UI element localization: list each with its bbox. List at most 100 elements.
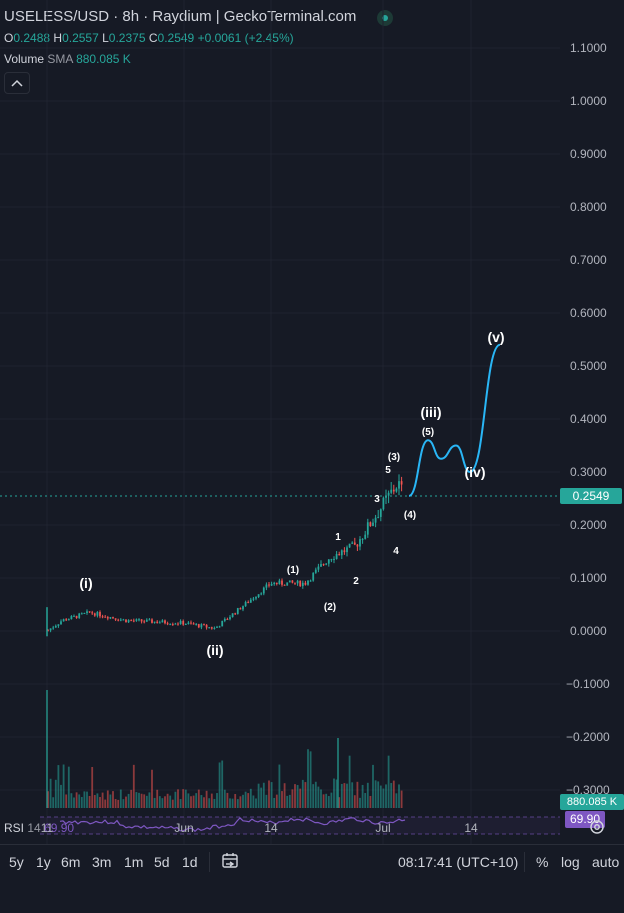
range-button-1y[interactable]: 1y (36, 854, 51, 870)
volume-bar (288, 794, 291, 808)
wave-label-minor: (3) (388, 452, 400, 463)
rsi-legend[interactable]: RSI 14 69.90 (4, 821, 74, 835)
volume-bar (244, 791, 247, 808)
candle-body (112, 617, 114, 619)
percent-scale-button[interactable]: % (536, 854, 549, 870)
wave-label-minor: (1) (287, 565, 299, 576)
candle-body (114, 618, 117, 620)
range-button-6m[interactable]: 6m (61, 854, 81, 870)
price-axis-label: −0.1000 (566, 677, 610, 691)
volume-bar (325, 793, 328, 808)
volume-bar (161, 798, 164, 808)
volume-bar (385, 784, 387, 808)
candle-body (286, 582, 289, 586)
candle-body (135, 619, 138, 621)
toolbar-divider (209, 852, 210, 872)
candle-body (359, 539, 361, 547)
volume-bar (86, 791, 88, 808)
auto-scale-button[interactable]: auto (592, 854, 620, 870)
candle-body (395, 488, 398, 492)
rsi-value-tag: 69.90 (565, 811, 605, 828)
wave-labels: (i) (ii) (iii) (iv) (v) (1) (2) (3) (4) (5) 1 2 3 4 5 (79, 329, 504, 658)
candle-body (307, 580, 309, 585)
time-axis-label: 11 (40, 821, 54, 835)
volume-bar (361, 784, 364, 808)
volume-bar (91, 766, 94, 808)
candle-body (60, 621, 62, 625)
candle-body (62, 619, 65, 622)
candle-body (257, 594, 260, 598)
price-chart[interactable]: (i) (ii) (iii) (iv) (v) (1) (2) (3) (4) (5) 1 2 3 4 5 (0, 0, 560, 844)
volume-bar (171, 799, 174, 808)
volume-bar (190, 796, 192, 808)
candle-body (177, 623, 179, 625)
candle-body (252, 598, 255, 600)
price-axis-label: 0.2000 (570, 518, 607, 532)
volume-bar (296, 785, 299, 808)
candle-body (374, 517, 377, 523)
wave-label-sub: 4 (393, 546, 399, 557)
volume-bar (262, 782, 265, 808)
volume-bar (125, 796, 127, 808)
volume-bar (286, 795, 289, 808)
volume-bar (127, 793, 130, 808)
range-button-5y[interactable]: 5y (9, 854, 24, 870)
volume-bar (57, 765, 60, 808)
range-button-5d[interactable]: 5d (154, 854, 170, 870)
volume-legend[interactable]: Volume SMA 880.085 K (4, 52, 131, 66)
time-axis-label: Jul (375, 821, 391, 835)
volume-bar (338, 797, 341, 808)
log-scale-button[interactable]: log (561, 854, 580, 870)
candle-body (346, 547, 348, 553)
price-axis-label: 0.0000 (570, 624, 607, 638)
volume-bar (96, 793, 99, 808)
volume-bar (177, 789, 179, 808)
volume-bar (101, 792, 104, 808)
volume-bar (60, 784, 62, 808)
volume-bar (359, 797, 361, 808)
volume-bar (140, 793, 143, 808)
volume-bar (106, 790, 109, 808)
candle-body (70, 616, 73, 620)
range-button-3m[interactable]: 3m (92, 854, 112, 870)
candle-body (260, 593, 263, 595)
volume-bar (265, 794, 268, 808)
candle-body (291, 580, 294, 583)
gear-icon[interactable] (588, 818, 606, 836)
range-button-1d[interactable]: 1d (182, 854, 198, 870)
volume-bar (223, 789, 226, 808)
candle-body (169, 624, 172, 626)
volume-bar (299, 788, 302, 808)
volume-bar (236, 799, 239, 808)
candle-body (138, 619, 140, 621)
volume-bar (379, 785, 382, 808)
volume-bar (320, 789, 322, 808)
range-button-1m[interactable]: 1m (124, 854, 144, 870)
candle-body (296, 580, 299, 584)
volume-bar (70, 793, 73, 808)
volume-bar (353, 795, 356, 808)
close-label: C (148, 31, 158, 45)
collapse-legend-button[interactable] (4, 72, 30, 94)
volume-bar (164, 796, 166, 808)
date-range-icon[interactable] (221, 851, 241, 871)
volume-bar (65, 794, 68, 808)
volume-bar (247, 793, 250, 808)
volume-bar (400, 790, 403, 808)
volume-bar (369, 795, 372, 808)
candle-body (356, 544, 359, 547)
volume-bar (340, 783, 343, 808)
candle-body (361, 538, 364, 540)
candle-body (164, 620, 166, 624)
candle-body (275, 582, 278, 584)
volume-bar (278, 764, 281, 808)
chart-grid (0, 0, 560, 844)
candle-body (369, 522, 372, 527)
rsi-band-fill (40, 817, 560, 834)
price-axis-label: 0.9000 (570, 147, 607, 161)
volume-bar (62, 764, 65, 808)
candle-body (382, 497, 385, 510)
candle-body (242, 606, 244, 610)
clock-timezone[interactable]: 08:17:41 (UTC+10) (398, 854, 519, 870)
candle-body (255, 597, 257, 599)
